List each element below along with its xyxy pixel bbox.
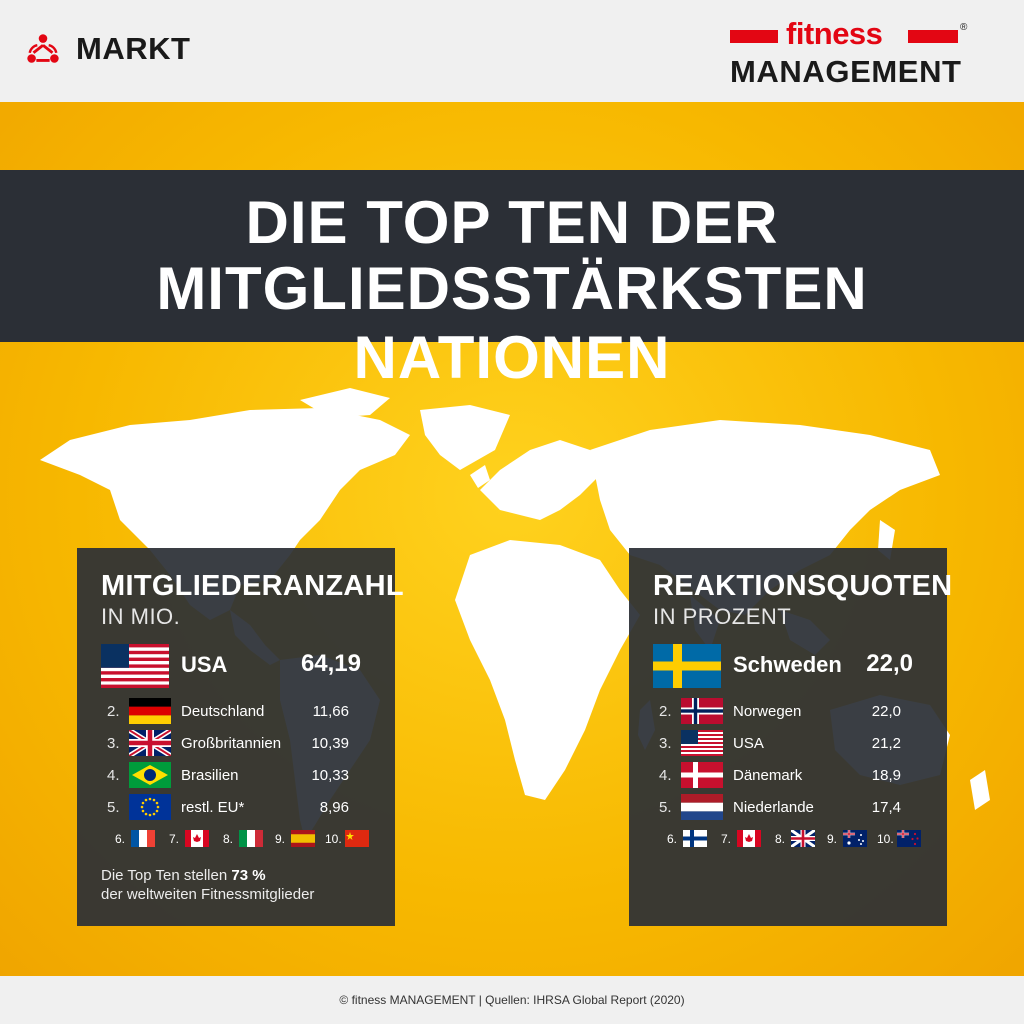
members-top-row: USA 64,19 [101, 642, 371, 692]
banner-title-line-1: DIE TOP TEN DER [245, 189, 779, 256]
rank-label: 9. [275, 832, 286, 846]
brand-bar-right [908, 30, 958, 43]
members-panel-subtitle: IN MIO. [101, 604, 181, 629]
uk-flag-icon [129, 730, 171, 756]
country-value: 11,66 [312, 703, 349, 720]
uk-flag-icon [791, 830, 815, 847]
members-panel-title: MITGLIEDERANZAHL [101, 570, 404, 602]
brand-bar-left [730, 30, 778, 43]
country-value: 10,39 [311, 735, 349, 752]
china-flag-icon [345, 830, 369, 847]
country-name: Großbritannien [181, 735, 282, 752]
rates-panel: REAKTIONSQUOTEN IN PROZENT Schweden 22,0… [629, 548, 952, 926]
australia-flag-icon [843, 830, 867, 847]
members-panel: MITGLIEDERANZAHL IN MIO. USA 64,19 2. De… [77, 548, 404, 926]
section-label: MARKT [76, 31, 191, 66]
brand-bottom-text: MANAGEMENT [730, 54, 962, 89]
country-value: 10,33 [311, 767, 349, 784]
rank-label: 7. [721, 832, 732, 846]
country-name: Dänemark [733, 767, 803, 784]
brand-logo: fitness ® MANAGEMENT [730, 16, 970, 90]
country-name: USA [733, 735, 764, 752]
country-value: 18,9 [871, 767, 901, 784]
section-header: MARKT [24, 30, 190, 68]
country-value: 17,4 [871, 799, 901, 816]
rank-label: 8. [775, 832, 786, 846]
country-name: Niederlande [733, 799, 814, 816]
members-note: Die Top Ten stellen 73 % der weltweiten … [101, 866, 314, 904]
eu-flag-icon [129, 794, 171, 820]
rank-label: 3. [107, 735, 120, 752]
country-name: restl. EU* [181, 799, 245, 816]
rank-label: 6. [115, 832, 126, 846]
footer-credits: © fitness MANAGEMENT | Quellen: IHRSA Gl… [0, 976, 1024, 1024]
rank-label: 9. [827, 832, 838, 846]
list-item: 3. Großbritannien 10,39 [107, 730, 367, 756]
members-top-value: 64,19 [300, 650, 361, 677]
italy-flag-icon [239, 830, 263, 847]
rank-label: 2. [107, 703, 120, 720]
list-item: 3. USA 21,2 [659, 730, 919, 756]
rank-label: 5. [659, 799, 672, 816]
network-people-icon [27, 34, 59, 63]
country-value: 22,0 [871, 703, 901, 720]
denmark-flag-icon [681, 762, 723, 788]
rank-label: 7. [169, 832, 180, 846]
note-prefix: Die Top Ten stellen [101, 867, 232, 884]
country-value: 21,2 [871, 735, 901, 752]
top-bar: MARKT fitness ® MANAGEMENT [0, 0, 1024, 102]
rank-label: 5. [107, 799, 120, 816]
rank-label: 3. [659, 735, 672, 752]
rates-top-row: Schweden 22,0 [653, 642, 923, 692]
title-banner: DIE TOP TEN DER MITGLIEDSSTÄRKSTEN NATIO… [0, 170, 1024, 391]
brand-registered-mark: ® [960, 22, 968, 33]
usa-flag-icon [681, 730, 723, 756]
rank-label: 2. [659, 703, 672, 720]
country-name: Norwegen [733, 703, 802, 720]
list-item: 5. restl. EU* 8,96 [107, 794, 367, 820]
country-name: Deutschland [181, 703, 265, 720]
country-value: 8,96 [319, 799, 349, 816]
rank-label: 8. [223, 832, 234, 846]
rank-label: 4. [107, 767, 120, 784]
list-item: 2. Deutschland 11,66 [107, 698, 367, 724]
brand-top-text: fitness [786, 16, 883, 51]
note-suffix: der weltweiten Fitnessmitglieder [101, 886, 315, 903]
rank-label: 6. [667, 832, 678, 846]
rank-label: 4. [659, 767, 672, 784]
list-item: 4. Dänemark 18,9 [659, 762, 919, 788]
members-top-country: USA [181, 652, 228, 677]
brazil-flag-icon [129, 762, 171, 788]
list-item: 5. Niederlande 17,4 [659, 794, 919, 820]
rates-top-country: Schweden [733, 652, 842, 677]
rates-panel-subtitle: IN PROZENT [653, 604, 792, 629]
canada-flag-icon [737, 830, 761, 847]
new-zealand-flag-icon [897, 830, 921, 847]
list-item: 2. Norwegen 22,0 [659, 698, 919, 724]
rates-top-value: 22,0 [866, 650, 913, 677]
note-highlight: 73 % [231, 867, 266, 884]
rank-label: 10. [325, 832, 342, 846]
france-flag-icon [131, 830, 155, 847]
list-item: 4. Brasilien 10,33 [107, 762, 367, 788]
norway-flag-icon [681, 698, 723, 724]
rank-label: 10. [877, 832, 894, 846]
banner-title-line-2: MITGLIEDSSTÄRKSTEN NATIONEN [156, 255, 868, 391]
country-name: Brasilien [181, 767, 239, 784]
spain-flag-icon [291, 830, 315, 847]
canada-flag-icon [185, 830, 209, 847]
netherlands-flag-icon [681, 794, 723, 820]
rates-panel-title: REAKTIONSQUOTEN [653, 570, 953, 602]
usa-flag-icon [101, 644, 169, 688]
finland-flag-icon [683, 830, 707, 847]
sweden-flag-icon [653, 644, 721, 688]
germany-flag-icon [129, 698, 171, 724]
